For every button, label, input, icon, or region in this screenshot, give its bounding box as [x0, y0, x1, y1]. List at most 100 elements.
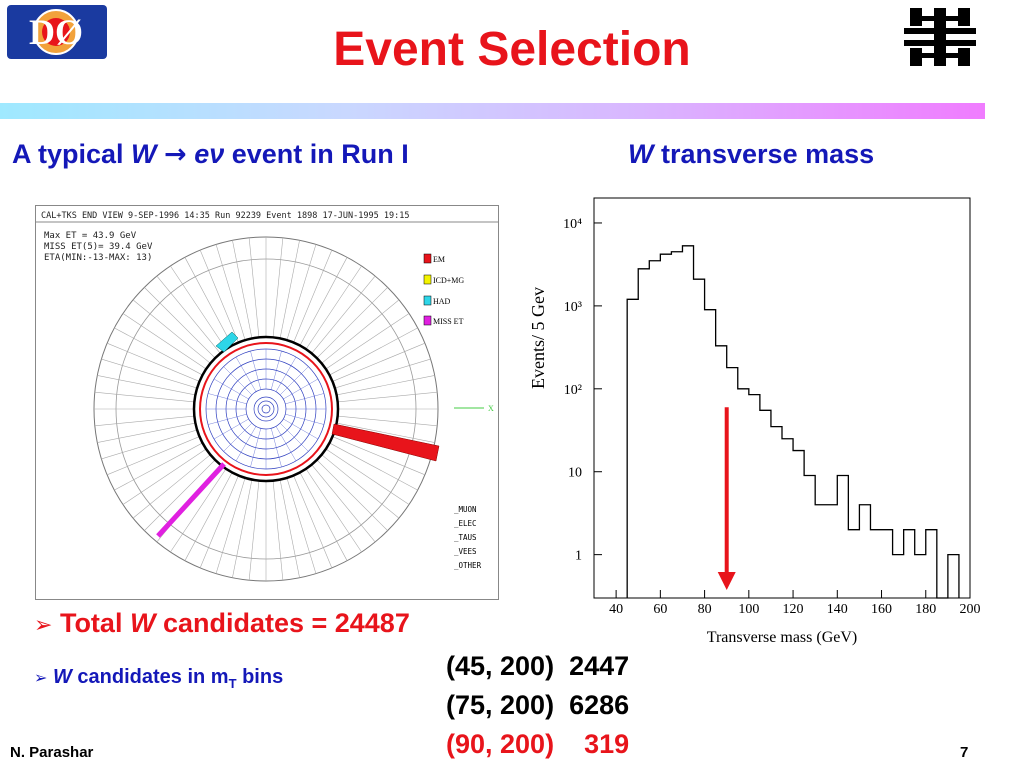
- bin-range: (90, 200): [446, 729, 555, 759]
- tracker-line: [207, 393, 247, 405]
- tracker-line: [207, 413, 247, 425]
- label-taus: _TAUS: [454, 533, 477, 542]
- page-number: 7: [960, 744, 969, 761]
- tracker-line: [223, 423, 252, 452]
- calo-segment-line: [199, 475, 239, 569]
- y-tick-label: 10: [568, 466, 582, 481]
- tracker-line: [235, 426, 257, 462]
- bins-bullet: ➢ W candidates in mT bins: [34, 666, 283, 691]
- y-tick-label: 1: [575, 549, 582, 564]
- calo-segment-line: [101, 358, 198, 389]
- bin-count: 6286: [569, 690, 630, 720]
- electron-deposit: [331, 423, 440, 462]
- calo-segment-line: [279, 479, 300, 578]
- page-title: Event Selection: [333, 23, 691, 76]
- x-tick-label: 200: [960, 602, 981, 617]
- calo-segment-line: [334, 358, 431, 389]
- had-swatch: [423, 295, 432, 306]
- calo-segment-line: [321, 299, 400, 364]
- histogram-subtitle: W transverse mass: [628, 139, 874, 170]
- calo-segment-line: [279, 240, 300, 339]
- subtitle-rest: transverse mass: [653, 139, 875, 169]
- calo-segment-line: [336, 422, 435, 443]
- author-footer: N. Parashar: [10, 744, 94, 761]
- plot-frame: [593, 197, 971, 599]
- subtitle-prefix: A typical: [12, 139, 132, 169]
- calo-segment-line: [329, 327, 418, 376]
- tracker-line: [235, 356, 257, 392]
- mt-bin-row: (45, 200) 2447: [446, 651, 629, 682]
- tracker-line: [250, 428, 262, 468]
- tracker-line: [283, 418, 319, 440]
- calo-segment-line: [122, 313, 207, 370]
- tracker-line: [280, 423, 309, 452]
- tracker-line: [283, 378, 319, 400]
- fermilab-logo: [900, 2, 980, 77]
- calo-segment-line: [170, 265, 227, 350]
- tracker-line: [270, 428, 282, 468]
- bin-count: 2447: [569, 651, 630, 681]
- subtitle-w: W: [628, 139, 654, 169]
- event-info-line-2: MISS ET(5)= 39.4 GeV: [44, 242, 153, 252]
- calo-segment-line: [156, 275, 221, 354]
- d0-logo-text: DØ: [29, 12, 83, 52]
- calo-segment-line: [248, 237, 260, 338]
- calo-segment-line: [184, 257, 233, 346]
- bin-range: (75, 200): [446, 690, 555, 720]
- calo-segment-line: [286, 244, 317, 341]
- x-tick-label: 120: [783, 602, 804, 617]
- calo-segment-line: [248, 480, 260, 581]
- total-prefix: Total: [59, 608, 130, 638]
- legend-icd: ICD+MG: [433, 276, 464, 285]
- calo-segment-line: [336, 375, 435, 396]
- calo-segment-line: [114, 327, 203, 376]
- label-other: _OTHER: [454, 561, 482, 570]
- y-tick-label: 10²: [564, 383, 582, 398]
- calo-segment-line: [97, 422, 196, 443]
- calo-segment-line: [325, 448, 410, 505]
- calo-segment-line: [106, 342, 200, 382]
- total-rest: candidates = 24487: [155, 608, 410, 638]
- calo-segment-line: [215, 477, 246, 574]
- x-tick-label: 160: [871, 602, 892, 617]
- event-display: CAL+TKS END VIEW 9-SEP-1996 14:35 Run 92…: [35, 205, 499, 600]
- total-w: W: [129, 608, 156, 638]
- calo-segment-line: [337, 391, 438, 403]
- d0-logo: DØ: [6, 4, 108, 65]
- calo-segment-line: [132, 299, 211, 364]
- calo-segment-line: [170, 468, 227, 553]
- total-candidates-bullet: ➢ Total W candidates = 24487: [34, 608, 410, 639]
- x-tick-label: 60: [653, 602, 667, 617]
- event-info-line-3: ETA(MIN:-13-MAX: 13): [44, 253, 152, 263]
- miss-et-swatch: [423, 315, 432, 326]
- calo-segment-line: [325, 313, 410, 370]
- subtitle-e: e: [194, 139, 210, 169]
- title-divider-bar: [0, 103, 985, 119]
- transverse-mass-histogram: 40 60 80 100 120 140 160 180 200 10⁴ 10³ 10² 10 1 Tran…: [520, 188, 990, 655]
- tracker-ring: [253, 396, 279, 422]
- calo-segment-line: [122, 448, 207, 505]
- bins-sub: T: [228, 676, 237, 691]
- x-tick-label: 40: [609, 602, 623, 617]
- mt-bin-row: (75, 200) 6286: [446, 690, 629, 721]
- tracker-ring: [261, 404, 271, 414]
- bin-range: (45, 200): [446, 651, 555, 681]
- tracker-line: [223, 366, 252, 395]
- calo-segment-line: [332, 436, 426, 476]
- calo-segment-line: [132, 454, 211, 519]
- event-info-line-1: Max ET = 43.9 GeV: [44, 231, 137, 241]
- subtitle-nu: ν: [209, 139, 225, 169]
- legend-miss-et: MISS ET: [433, 317, 464, 326]
- tracker-ring: [257, 400, 275, 418]
- calo-segment-line: [293, 475, 333, 569]
- subtitle-suffix: event in Run I: [224, 139, 409, 169]
- event-header-text: CAL+TKS END VIEW 9-SEP-1996 14:35 Run 92…: [41, 211, 409, 221]
- calo-segment-line: [311, 464, 376, 543]
- calo-segment-line: [305, 468, 362, 553]
- calo-segment-line: [184, 472, 233, 561]
- tracker-line: [250, 350, 262, 390]
- missing-et-vector: [156, 462, 226, 538]
- calo-segment-line: [332, 342, 426, 382]
- icd-swatch: [423, 274, 432, 285]
- legend-had: HAD: [433, 297, 451, 306]
